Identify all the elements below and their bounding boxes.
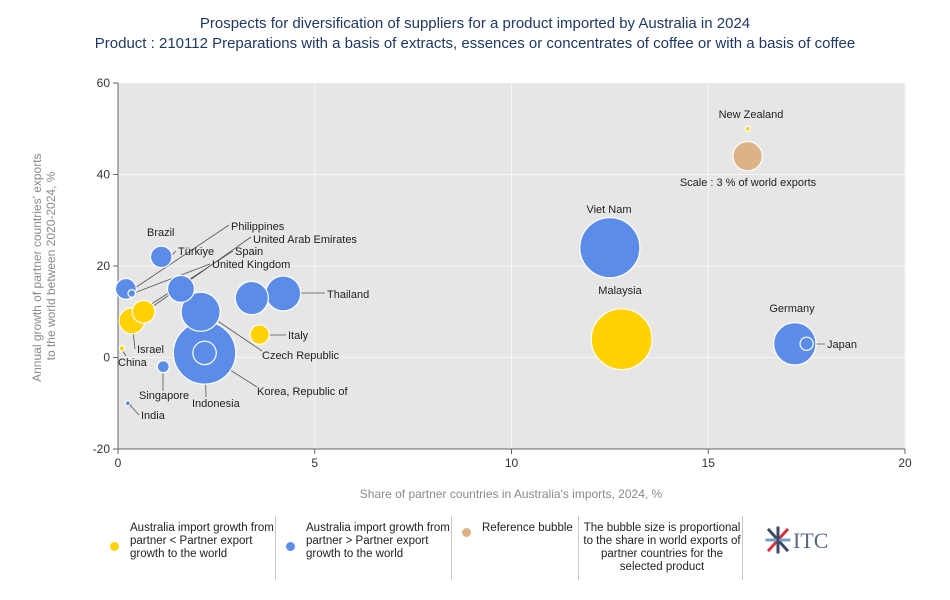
reference-label: Scale : 3 % of world exports — [680, 177, 817, 189]
y-axis-label-line-2: to the world between 2020-2024, % — [44, 171, 58, 360]
legend-yellow-label: Australia import growth from partner < P… — [130, 522, 274, 560]
label-czech-republic: Czech Republic — [262, 350, 340, 362]
chart-title: Prospects for diversification of supplie… — [199, 15, 751, 32]
legend-blue-swatch — [286, 542, 295, 551]
label-korea-republic-of: Korea, Republic of — [257, 386, 348, 398]
itc-logo: ITC — [765, 526, 835, 556]
label-viet-nam: Viet Nam — [586, 204, 631, 216]
label-philippines: Philippines — [231, 221, 285, 233]
label-thailand: Thailand — [327, 289, 369, 301]
legend-divider-2 — [451, 516, 452, 580]
leader-india — [129, 404, 140, 416]
legend-divider-1 — [275, 516, 276, 580]
x-tick-label: 5 — [311, 456, 318, 470]
axes — [113, 82, 906, 454]
bubble-viet-nam — [579, 217, 641, 279]
x-axis-label: Share of partner countries in Australia'… — [360, 487, 663, 501]
legend-note: The bubble size is proportional to the s… — [583, 522, 741, 573]
itc-logo-text: ITC — [793, 528, 829, 553]
label-spain: Spain — [235, 246, 263, 258]
legend-reference: Reference bubble — [462, 522, 582, 537]
label-united-arab-emirates: United Arab Emirates — [253, 234, 357, 246]
label-new-zealand: New Zealand — [719, 109, 784, 121]
bubble-thailand — [265, 275, 302, 312]
leader-united-arab-emirates — [144, 236, 252, 313]
bubble-philippines — [166, 274, 195, 303]
chart-subtitle: Product : 210112 Preparations with a bas… — [94, 35, 856, 52]
label-germany: Germany — [769, 303, 815, 315]
bubble-china — [118, 345, 126, 352]
bubble-czech-republic — [180, 291, 221, 332]
point-labels: New Zealand Viet Nam Malaysia Germany Japan T… — [118, 109, 857, 422]
legend-blue: Australia import growth from partner > P… — [286, 522, 451, 561]
label-italy: Italy — [288, 330, 309, 342]
label-brazil: Brazil — [147, 227, 175, 239]
legend-divider-4 — [742, 516, 743, 580]
y-axis-label: Annual growth of partner countries' expo… — [30, 150, 58, 382]
label-indonesia: Indonesia — [192, 398, 241, 410]
x-tick-label: 10 — [505, 456, 519, 470]
x-tick-label: 15 — [702, 456, 716, 470]
label-t-rkiye: Türkiye — [178, 246, 214, 258]
legend-reference-label: Reference bubble — [482, 522, 573, 534]
x-tick-label: 0 — [115, 456, 122, 470]
tick-labels: 0 5 10 15 20 -20 0 20 40 60 — [93, 76, 912, 470]
label-singapore: Singapore — [139, 390, 189, 402]
bubble-new-zealand — [744, 125, 751, 132]
y-tick-label: 0 — [103, 351, 110, 365]
legend-divider-3 — [578, 516, 579, 580]
y-axis-label-line-1: Annual growth of partner countries' expo… — [30, 153, 44, 381]
label-china: China — [118, 357, 148, 369]
bubble-germany — [773, 322, 817, 366]
label-united-kingdom: United Kingdom — [212, 259, 290, 271]
y-tick-label: 20 — [97, 259, 111, 273]
label-japan: Japan — [827, 339, 857, 351]
bubble-indonesia — [192, 340, 217, 366]
legend-reference-swatch — [462, 528, 471, 537]
bubbles — [114, 125, 817, 407]
y-tick-label: 40 — [97, 168, 111, 182]
bubble-united-kingdom — [127, 289, 137, 298]
leader-philippines — [128, 224, 230, 293]
leader-spain — [149, 250, 234, 306]
bubble-singapore — [156, 360, 170, 374]
bubble-india — [124, 400, 131, 407]
label-israel: Israel — [137, 344, 164, 356]
legend-yellow: Australia import growth from partner < P… — [110, 522, 275, 561]
itc-logo-icon — [765, 526, 791, 554]
bubble-japan — [799, 336, 814, 351]
legend-yellow-swatch — [110, 542, 119, 551]
bubble-spain — [131, 299, 156, 324]
bubble-united-arab-emirates — [234, 280, 269, 316]
grid — [118, 82, 906, 449]
bubble-t-rkiye — [149, 245, 173, 269]
bubble-malaysia — [590, 308, 653, 371]
y-tick-label: 60 — [97, 76, 111, 90]
legend-blue-label: Australia import growth from partner > P… — [306, 522, 450, 560]
label-india: India — [141, 410, 166, 422]
label-malaysia: Malaysia — [598, 285, 642, 297]
y-tick-label: -20 — [93, 442, 111, 456]
bubble-italy — [249, 324, 270, 345]
bubble-reference — [732, 140, 763, 172]
x-tick-label: 20 — [898, 456, 912, 470]
